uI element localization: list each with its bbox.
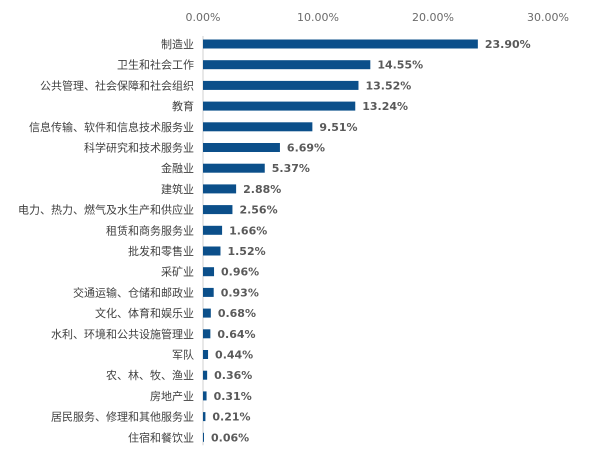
category-label: 农、林、牧、渔业: [106, 368, 194, 382]
category-label: 公共管理、社会保障和社会组织: [40, 78, 194, 92]
value-label: 13.24%: [362, 100, 408, 113]
value-label: 6.69%: [287, 142, 325, 155]
category-label: 建筑业: [161, 182, 194, 196]
category-label: 租赁和商务服务业: [106, 223, 194, 237]
x-axis: 0.00% 10.00% 20.00% 30.00%: [186, 11, 569, 446]
x-tick-label: 30.00%: [527, 11, 569, 24]
value-label: 9.51%: [319, 121, 357, 134]
category-label: 居民服务、修理和其他服务业: [51, 410, 194, 424]
value-label: 0.06%: [211, 431, 249, 444]
value-label: 0.31%: [214, 390, 252, 403]
bar: [203, 122, 313, 132]
bar: [203, 205, 233, 215]
x-tick-label: 0.00%: [186, 11, 221, 24]
bar: [203, 412, 206, 422]
bar: [203, 143, 280, 152]
bar: [203, 391, 207, 401]
bar: [203, 432, 204, 442]
value-label: 0.93%: [221, 286, 259, 299]
category-label: 制造业: [161, 37, 194, 51]
bar: [203, 350, 209, 359]
bar: [203, 60, 371, 70]
value-label: 2.56%: [239, 204, 277, 217]
category-label: 批发和零售业: [128, 244, 194, 258]
bar: [203, 308, 211, 318]
category-label: 采矿业: [161, 266, 194, 279]
category-label: 金融业: [161, 161, 194, 175]
value-label: 5.37%: [272, 162, 310, 175]
bar-series: [203, 39, 478, 442]
value-label: 14.55%: [377, 59, 423, 72]
bar: [203, 184, 237, 194]
x-tick-label: 20.00%: [412, 11, 454, 24]
bar: [203, 80, 359, 90]
category-label: 信息传输、软件和信息技术服务业: [29, 120, 194, 134]
value-label: 0.36%: [214, 369, 252, 382]
category-label: 卫生和社会工作: [117, 58, 194, 72]
value-label: 0.64%: [217, 328, 255, 341]
category-label: 电力、热力、燃气及水生产和供应业: [18, 203, 194, 217]
bar: [203, 370, 208, 380]
category-label: 教育: [172, 99, 194, 113]
value-label: 2.88%: [243, 183, 281, 196]
value-label: 0.68%: [218, 307, 256, 320]
category-label: 军队: [172, 348, 194, 362]
bar: [203, 225, 223, 235]
value-labels: 23.90% 14.55% 13.52% 13.24% 9.51% 6.69% 5.37% 2…: [211, 38, 531, 444]
category-label: 交通运输、仓储和邮政业: [73, 285, 194, 299]
value-label: 0.44%: [215, 349, 253, 362]
bar: [203, 287, 214, 297]
bar: [203, 329, 211, 339]
category-label: 水利、环境和公共设施管理业: [51, 327, 194, 341]
value-label: 13.52%: [365, 79, 411, 92]
value-label: 0.96%: [221, 266, 259, 279]
category-label: 住宿和餐饮业: [128, 430, 194, 444]
category-labels: 制造业卫生和社会工作公共管理、社会保障和社会组织教育信息传输、软件和信息技术服务…: [18, 37, 194, 444]
value-label: 23.90%: [485, 38, 531, 51]
bar: [203, 39, 478, 49]
bar: [203, 267, 215, 277]
bar: [203, 246, 221, 256]
bar: [203, 163, 265, 173]
category-label: 房地产业: [150, 389, 194, 403]
category-label: 科学研究和技术服务业: [84, 141, 194, 155]
value-label: 1.52%: [227, 245, 265, 258]
value-label: 1.66%: [229, 224, 267, 237]
x-tick-label: 10.00%: [297, 11, 339, 24]
bar: [203, 101, 356, 111]
category-label: 文化、体育和娱乐业: [95, 306, 194, 320]
value-label: 0.21%: [212, 411, 250, 424]
